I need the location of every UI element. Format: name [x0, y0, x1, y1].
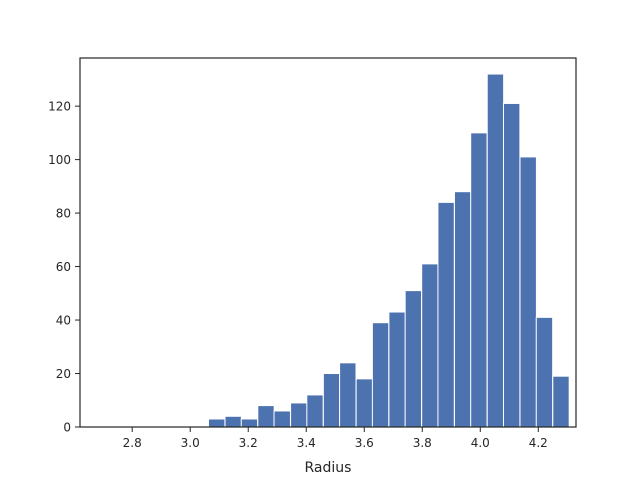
y-axis-ticks: 0 20 40 60 80 100 120 [48, 100, 80, 435]
x-tick-label-3: 3.4 [297, 436, 316, 450]
histogram-bar-13 [421, 263, 439, 428]
histogram-bar-12 [404, 290, 423, 428]
y-tick-label-0: 0 [63, 421, 71, 435]
histogram-bar-3 [257, 405, 275, 428]
x-tick-label-4: 3.6 [355, 436, 374, 450]
histogram-bar-15 [453, 191, 472, 428]
histogram-bar-7 [322, 373, 341, 428]
y-tick-label-2: 40 [56, 314, 71, 328]
histogram-bar-18 [502, 102, 521, 428]
histogram-bar-21 [552, 375, 570, 428]
histogram-bar-10 [371, 322, 390, 428]
histogram-bar-8 [339, 362, 357, 428]
histogram-bar-0 [207, 418, 226, 428]
plot-frame [79, 57, 577, 428]
histogram-bar-19 [519, 156, 537, 428]
x-tick-label-1: 3.0 [181, 436, 200, 450]
histogram-bar-16 [470, 132, 488, 428]
histogram-bar-6 [306, 394, 324, 428]
histogram-bar-11 [388, 311, 406, 428]
histogram-bars [207, 73, 570, 428]
x-tick-label-6: 4.0 [471, 436, 490, 450]
y-tick-label-4: 80 [56, 207, 71, 221]
x-axis-label: Radius [305, 460, 352, 476]
y-tick-label-6: 120 [48, 100, 71, 114]
x-tick-label-7: 4.2 [529, 436, 548, 450]
y-tick-label-3: 60 [56, 260, 71, 274]
x-tick-label-0: 2.8 [123, 436, 142, 450]
histogram-bar-1 [224, 415, 242, 428]
histogram-bar-17 [486, 73, 505, 428]
histogram-bar-4 [273, 410, 291, 428]
x-axis-ticks: 2.8 3.0 3.2 3.4 3.6 3.8 4.0 4.2 [123, 427, 548, 450]
histogram-bar-2 [240, 418, 259, 428]
histogram-bar-14 [437, 201, 455, 428]
x-tick-label-5: 3.8 [413, 436, 432, 450]
histogram-bar-20 [535, 316, 554, 428]
histogram-bar-9 [355, 378, 374, 428]
y-tick-label-5: 100 [48, 153, 71, 167]
x-tick-label-2: 3.2 [239, 436, 258, 450]
y-tick-label-1: 20 [56, 367, 71, 381]
histogram-bar-5 [290, 402, 308, 428]
